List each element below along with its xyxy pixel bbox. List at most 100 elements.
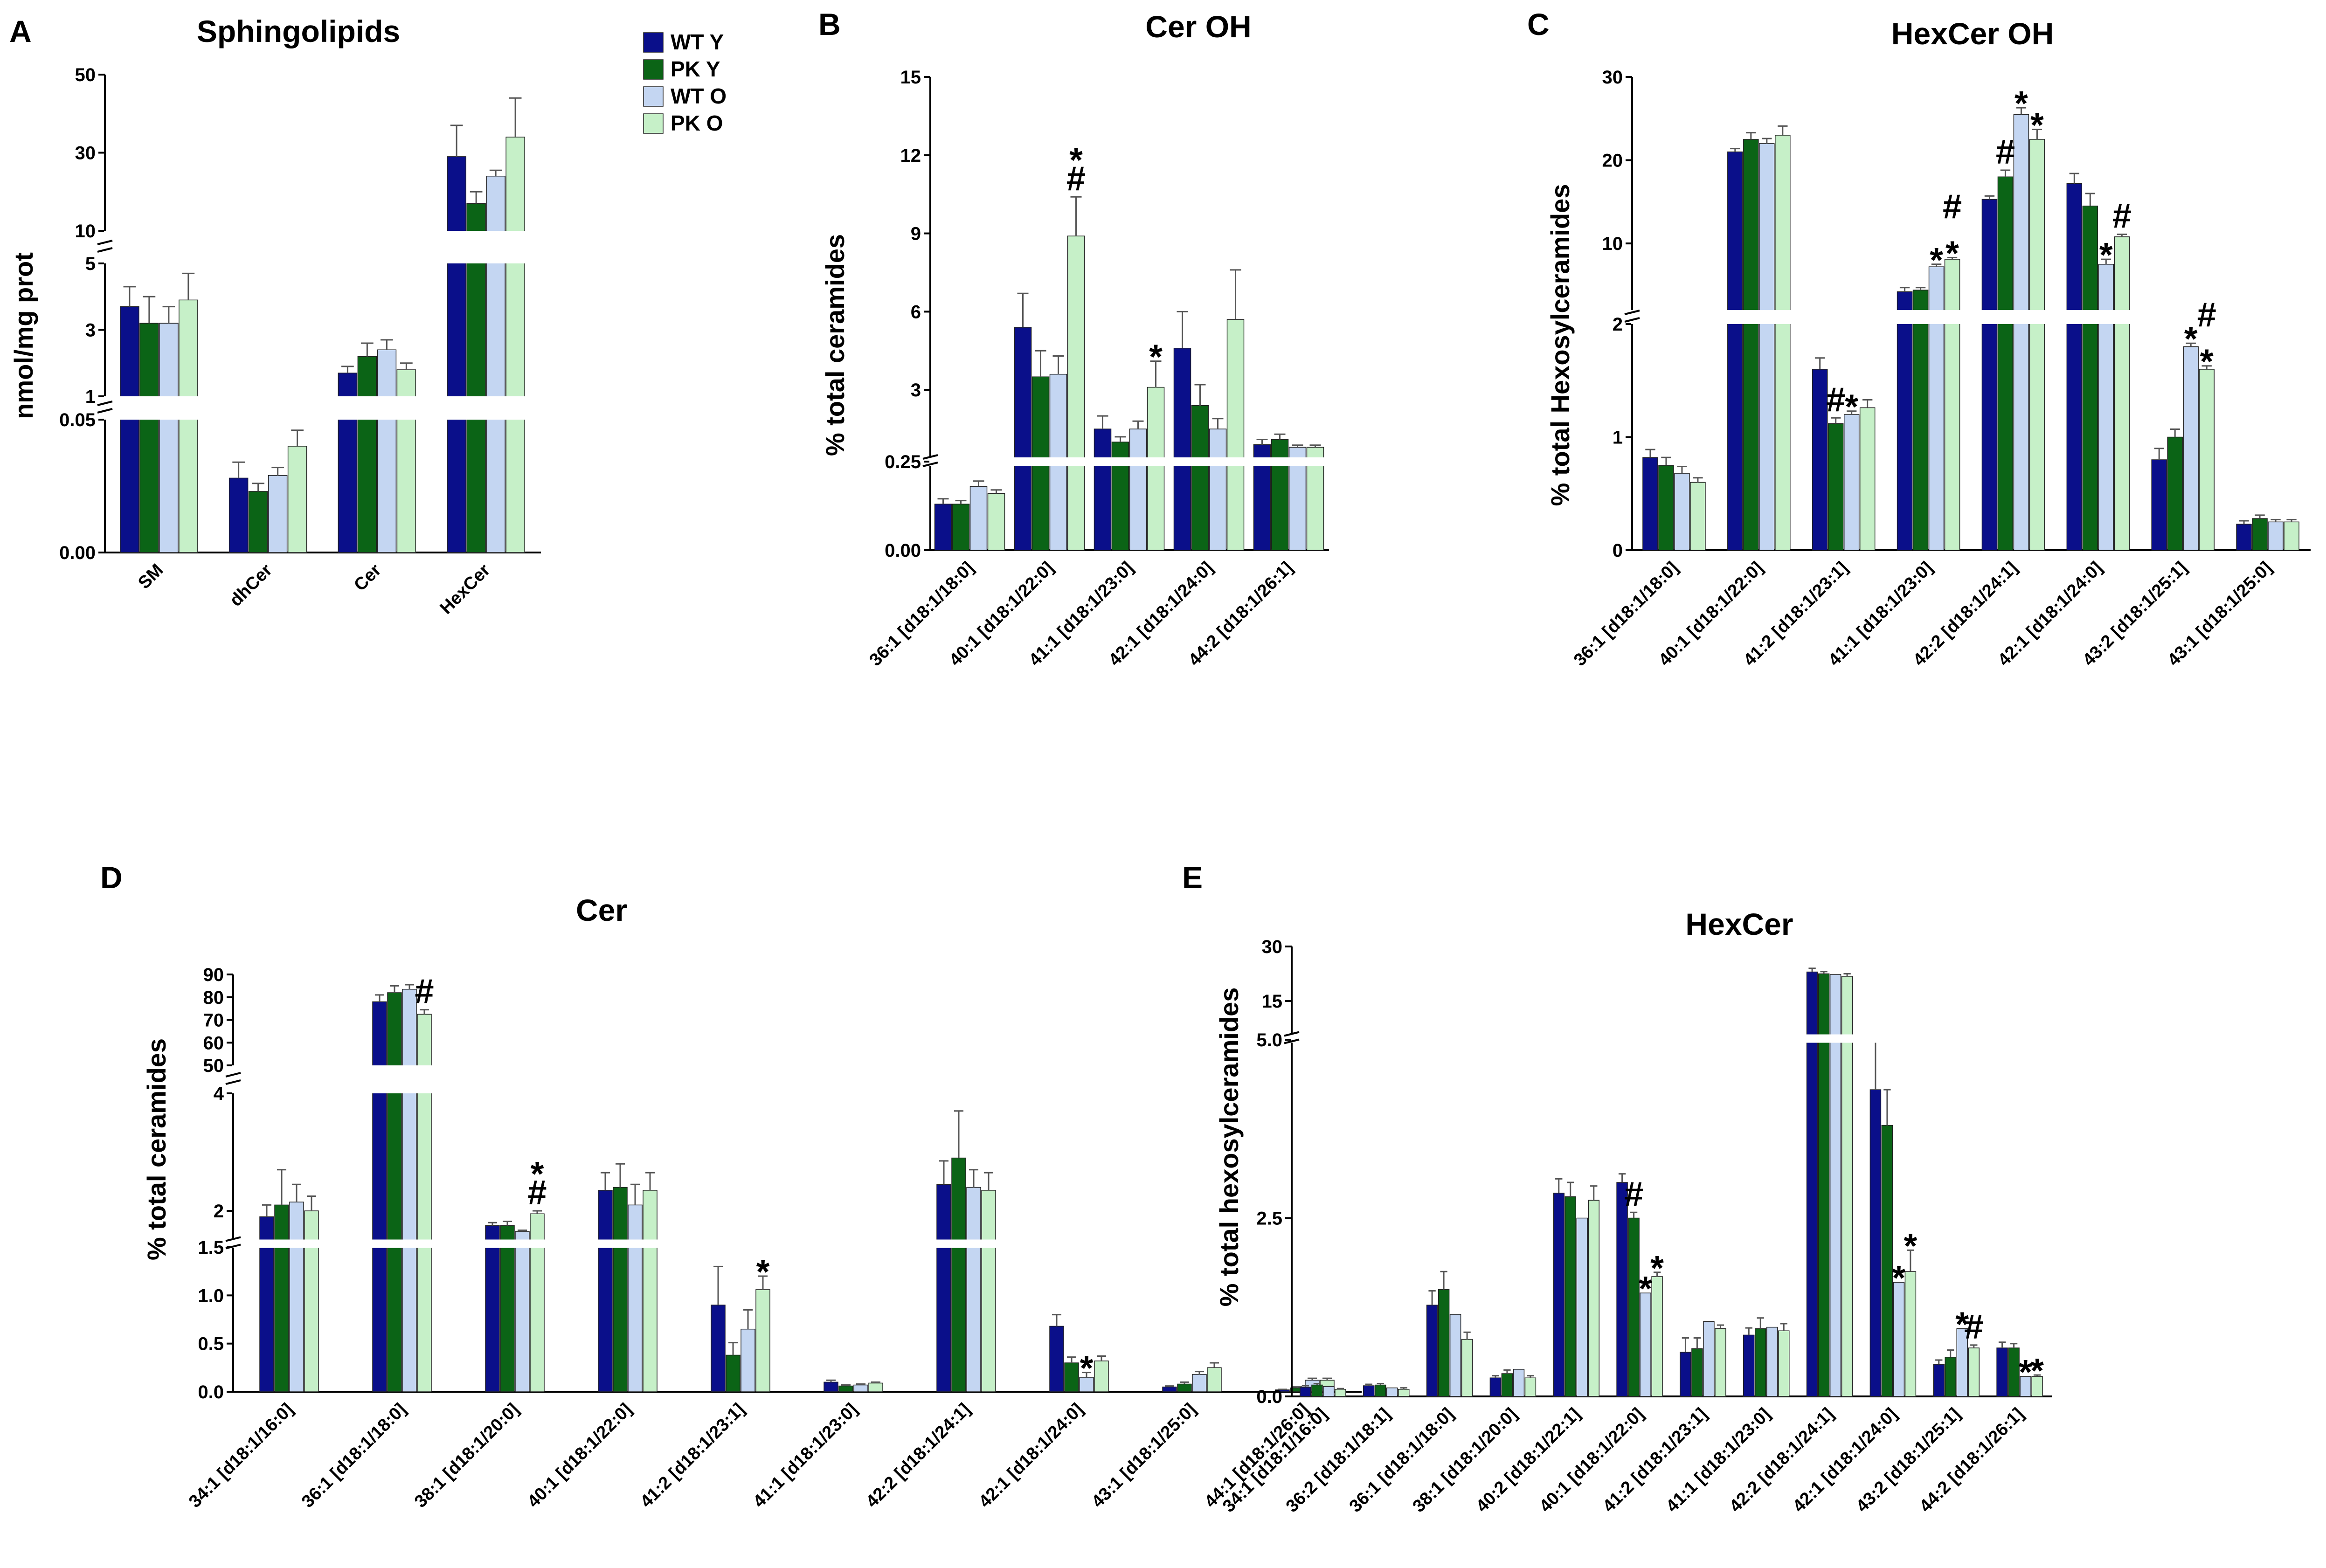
bar	[1928, 266, 1945, 551]
x-tick-label: 43:2 [d18:1/25:1]	[1852, 1404, 1964, 1516]
bar	[2284, 521, 2299, 551]
bar	[1727, 151, 1743, 551]
y-tick-label: 1	[85, 387, 96, 407]
x-tick-label: Cer	[350, 560, 385, 595]
bar	[1778, 1330, 1790, 1397]
axis-break-mark	[922, 462, 938, 467]
axis-break	[929, 457, 1330, 466]
x-tick-label: 38:1 [d18:1/20:0]	[1409, 1404, 1521, 1516]
bar	[228, 477, 249, 553]
bar	[1067, 235, 1085, 551]
y-tick-label: 0.25	[885, 452, 921, 472]
bar	[402, 988, 417, 1392]
significance-marker: #	[1624, 1174, 1643, 1213]
legend-label: PK O	[671, 111, 723, 135]
significance-marker: *	[2014, 84, 2028, 123]
y-tick-label: 50	[75, 65, 96, 85]
x-tick-label: 40:2 [d18:1/22:1]	[1472, 1404, 1584, 1516]
bar	[1869, 1089, 1882, 1397]
y-tick-label: 70	[203, 1010, 224, 1031]
bar	[2199, 369, 2215, 551]
legend-swatch	[643, 113, 664, 134]
bar	[1565, 1196, 1576, 1397]
bar	[2167, 436, 2183, 551]
significance-marker: *	[1892, 1258, 1906, 1297]
chart-title: HexCer OH	[1891, 16, 2054, 51]
bar	[628, 1204, 643, 1392]
x-tick-label: dhCer	[226, 560, 276, 610]
panel-label: E	[1182, 860, 1203, 895]
significance-marker: #	[1943, 187, 1962, 226]
x-tick-label: 41:2 [d18:1/23:1]	[637, 1400, 748, 1512]
bar	[1997, 176, 2014, 551]
axis-break-mark	[1284, 1038, 1300, 1044]
bar	[1996, 1347, 2008, 1397]
bar	[1859, 407, 1876, 551]
x-tick-label: 43:1 [d18:1/25:0]	[1088, 1400, 1200, 1512]
axis-break	[104, 231, 542, 263]
y-tick-label: 6	[911, 302, 921, 322]
bar	[1616, 1182, 1628, 1397]
chart-title: HexCer	[1685, 907, 1793, 941]
bar	[1933, 1364, 1945, 1397]
bar	[1049, 1326, 1064, 1392]
axis-break	[104, 396, 542, 420]
bar	[1300, 1387, 1311, 1397]
panel-a: A Sphingolipids nmol/mg prot 0.00 0.05 1 3 5 10 3…	[9, 14, 542, 618]
bar	[1640, 1292, 1651, 1397]
bar	[274, 1204, 289, 1392]
bar	[1680, 1352, 1691, 1397]
bar	[1501, 1373, 1513, 1397]
significance-marker: *	[1955, 1305, 1969, 1344]
bar	[2114, 236, 2130, 551]
x-tick-label: 40:1 [d18:1/22:0]	[1536, 1404, 1648, 1516]
axis-break-mark	[97, 247, 113, 253]
y-tick-label: 3	[911, 380, 921, 401]
significance-marker: *	[1904, 1226, 1918, 1265]
bar	[2066, 183, 2083, 551]
significance-marker: *	[1930, 241, 1943, 279]
chart-title: Cer OH	[1145, 9, 1251, 44]
bar	[387, 992, 402, 1392]
bar	[289, 1202, 304, 1392]
significance-marker: *	[2030, 1351, 2044, 1390]
bar	[1014, 327, 1032, 551]
bar	[1945, 1357, 1956, 1397]
bar	[981, 1190, 996, 1392]
bar	[1944, 259, 1960, 551]
bar	[1651, 1276, 1663, 1397]
significance-marker: *	[1845, 387, 1858, 426]
bar	[1271, 439, 1289, 551]
bar	[287, 446, 307, 553]
y-tick-label: 30	[1262, 937, 1283, 957]
y-tick-label: 90	[203, 965, 224, 985]
panel-d: D Cer % total ceramides 0.0 0.5 1.0 1.5 2 4 50 607…	[100, 860, 1363, 1512]
y-tick-label: 0.00	[59, 543, 96, 563]
bar	[1628, 1217, 1640, 1397]
bar	[2029, 139, 2045, 551]
legend: WT Y PK Y WT O PK O	[643, 30, 727, 135]
bar	[1209, 428, 1227, 551]
bar	[139, 323, 159, 553]
bar	[159, 323, 179, 553]
significance-marker: #	[415, 972, 434, 1011]
y-tick-label: 0	[1613, 540, 1623, 561]
y-tick-label: 2	[214, 1201, 224, 1222]
significance-marker: #	[1066, 159, 1086, 198]
bar	[1524, 1377, 1537, 1397]
y-tick-label: 2.5	[1256, 1209, 1282, 1229]
legend-label: WT Y	[671, 30, 724, 54]
bar	[1207, 1367, 1222, 1392]
x-tick-label: 42:2 [d18:1/24:1]	[862, 1400, 974, 1512]
bar	[1064, 1362, 1079, 1392]
bar	[1489, 1377, 1502, 1397]
x-tick-label: SM	[134, 560, 167, 593]
y-tick-label: 1	[1613, 428, 1623, 448]
bar	[1881, 1125, 1893, 1397]
bar	[1743, 1334, 1755, 1397]
significance-marker: *	[2030, 106, 2044, 145]
y-axis-label: % total ceramides	[820, 234, 850, 456]
significance-marker: *	[1069, 140, 1083, 179]
bar	[304, 1210, 319, 1392]
y-tick-label: 0.0	[1256, 1387, 1282, 1407]
